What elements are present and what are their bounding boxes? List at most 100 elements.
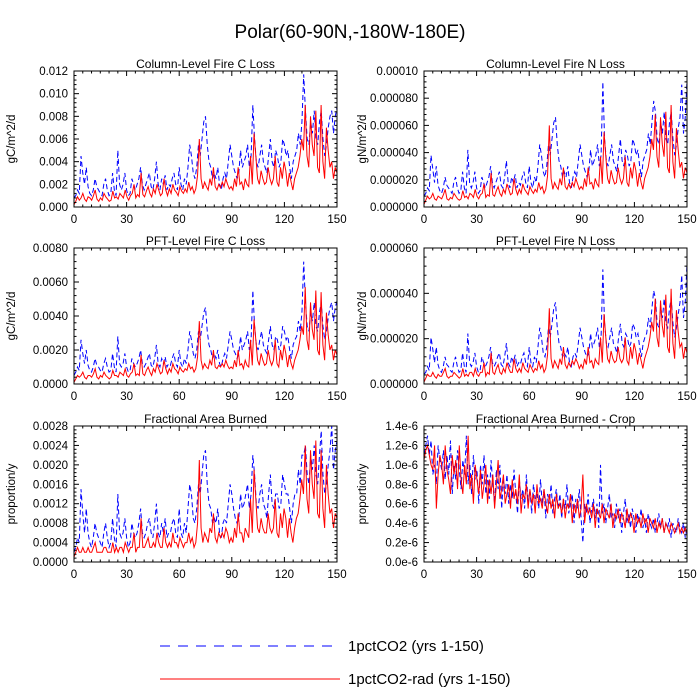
y-tick-label: 0.012 xyxy=(39,66,68,78)
y-tick-label: 0.0e-6 xyxy=(385,557,418,569)
x-tick-label: 150 xyxy=(677,569,696,581)
x-tick-label: 30 xyxy=(120,569,133,581)
series-line-1 xyxy=(73,74,338,199)
y-tick-label: 0.0028 xyxy=(33,421,68,433)
y-tick-label: 0.000060 xyxy=(370,120,418,132)
panel-title: Fractional Area Burned xyxy=(144,412,267,426)
x-tick-label: 30 xyxy=(120,214,133,226)
panel-1: 0 30 60 90 120 150 0.000 0.002 0.004 0.006 0.008 0.… xyxy=(6,57,347,226)
x-tick-label: 90 xyxy=(575,391,588,403)
y-tick-label: 0.0040 xyxy=(33,311,68,323)
y-tick-label: 0.000020 xyxy=(370,334,418,346)
series-line-2 xyxy=(423,435,688,535)
x-tick-label: 30 xyxy=(120,391,133,403)
x-tick-label: 0 xyxy=(71,391,77,403)
series-line-1 xyxy=(423,263,688,375)
y-axis-label: gC/m^2/d xyxy=(6,292,18,341)
y-tick-label: 0.00010 xyxy=(376,66,418,78)
y-tick-label: 0.0060 xyxy=(33,277,68,289)
x-tick-label: 90 xyxy=(575,214,588,226)
x-tick-label: 120 xyxy=(625,214,644,226)
x-tick-label: 90 xyxy=(225,391,238,403)
plot-frame xyxy=(423,425,688,563)
x-tick-label: 120 xyxy=(275,391,294,403)
y-tick-label: 0.000060 xyxy=(370,243,418,255)
y-tick-label: 0.8e-6 xyxy=(385,479,418,491)
x-tick-label: 0 xyxy=(421,391,427,403)
x-tick-label: 30 xyxy=(470,391,483,403)
y-tick-label: 0.0080 xyxy=(33,243,68,255)
y-axis-label: gC/m^2/d xyxy=(6,115,18,164)
panel-5: 0 30 60 90 120 150 0.0000 0.0004 0.0008 0.0012 0.0… xyxy=(6,412,347,581)
x-tick-label: 90 xyxy=(575,569,588,581)
x-tick-label: 150 xyxy=(677,391,696,403)
x-tick-label: 60 xyxy=(173,391,186,403)
y-tick-label: 0.004 xyxy=(39,157,68,169)
x-tick-label: 0 xyxy=(421,214,427,226)
panel-6: 0 30 60 90 120 150 0.0e-6 0.2e-6 0.4e-6 0.6e-6 0.8… xyxy=(357,412,697,581)
y-tick-label: 0.000020 xyxy=(370,175,418,187)
panel-title: Column-Level Fire C Loss xyxy=(136,57,275,71)
y-tick-label: 0.6e-6 xyxy=(385,499,418,511)
y-tick-label: 0.0020 xyxy=(33,345,68,357)
y-tick-label: 0.002 xyxy=(39,179,68,191)
y-axis-label: proportion/y xyxy=(357,463,369,524)
series-line-2 xyxy=(73,440,338,558)
y-tick-label: 0.0000 xyxy=(33,379,68,391)
x-tick-label: 30 xyxy=(470,214,483,226)
x-tick-label: 90 xyxy=(225,214,238,226)
panel-3: 0 30 60 90 120 150 0.0000 0.0020 0.0040 0.0060 0.0… xyxy=(6,234,347,403)
panel-title: PFT-Level Fire N Loss xyxy=(496,234,615,248)
x-tick-label: 120 xyxy=(625,391,644,403)
series-line-2 xyxy=(73,104,338,205)
x-tick-label: 90 xyxy=(225,569,238,581)
plot-frame xyxy=(73,425,338,563)
y-tick-label: 0.000000 xyxy=(370,379,418,391)
y-tick-label: 0.000 xyxy=(39,202,68,214)
x-tick-label: 120 xyxy=(275,569,294,581)
y-tick-label: 0.2e-6 xyxy=(385,538,418,550)
y-tick-label: 0.0012 xyxy=(33,499,68,511)
x-tick-label: 60 xyxy=(523,569,536,581)
y-tick-label: 0.0004 xyxy=(33,538,69,550)
y-tick-label: 0.4e-6 xyxy=(385,518,418,530)
y-tick-label: 0.000040 xyxy=(370,148,418,160)
y-tick-label: 0.000000 xyxy=(370,202,418,214)
y-tick-label: 1.2e-6 xyxy=(385,440,418,452)
series-line-1 xyxy=(73,261,338,376)
x-tick-label: 0 xyxy=(71,214,77,226)
legend-line-series-1 xyxy=(160,645,340,647)
x-tick-label: 150 xyxy=(327,569,346,581)
legend-line-series-2 xyxy=(160,678,340,680)
y-axis-label: gN/m^2/d xyxy=(357,292,369,341)
y-tick-label: 0.008 xyxy=(39,111,68,123)
y-tick-label: 0.0008 xyxy=(33,518,68,530)
x-tick-label: 60 xyxy=(173,214,186,226)
panel-title: Fractional Area Burned - Crop xyxy=(476,412,636,426)
series-line-2 xyxy=(423,104,688,205)
legend-label-series-1: 1pctCO2 (yrs 1-150) xyxy=(348,638,484,655)
y-tick-label: 0.000080 xyxy=(370,93,418,105)
y-tick-label: 0.006 xyxy=(39,134,68,146)
y-axis-label: proportion/y xyxy=(6,463,18,524)
series-line-1 xyxy=(423,435,688,543)
x-tick-label: 60 xyxy=(173,569,186,581)
series-line-2 xyxy=(423,288,688,383)
x-tick-label: 30 xyxy=(470,569,483,581)
y-tick-label: 0.0020 xyxy=(33,460,68,472)
panel-4: 0 30 60 90 120 150 0.000000 0.000020 0.000040 0.0… xyxy=(357,234,697,403)
x-tick-label: 120 xyxy=(625,569,644,581)
figure-title: Polar(60-90N,-180W-180E) xyxy=(234,22,466,43)
series-line-2 xyxy=(73,287,338,383)
y-tick-label: 0.0024 xyxy=(33,440,69,452)
y-tick-label: 0.000040 xyxy=(370,288,418,300)
x-tick-label: 0 xyxy=(421,569,427,581)
y-tick-label: 0.0000 xyxy=(33,557,68,569)
plot-frame xyxy=(423,70,688,208)
x-tick-label: 0 xyxy=(71,569,77,581)
y-tick-label: 1.4e-6 xyxy=(385,421,418,433)
y-axis-label: gN/m^2/d xyxy=(357,115,369,164)
y-tick-label: 0.010 xyxy=(39,89,68,101)
x-tick-label: 60 xyxy=(523,391,536,403)
